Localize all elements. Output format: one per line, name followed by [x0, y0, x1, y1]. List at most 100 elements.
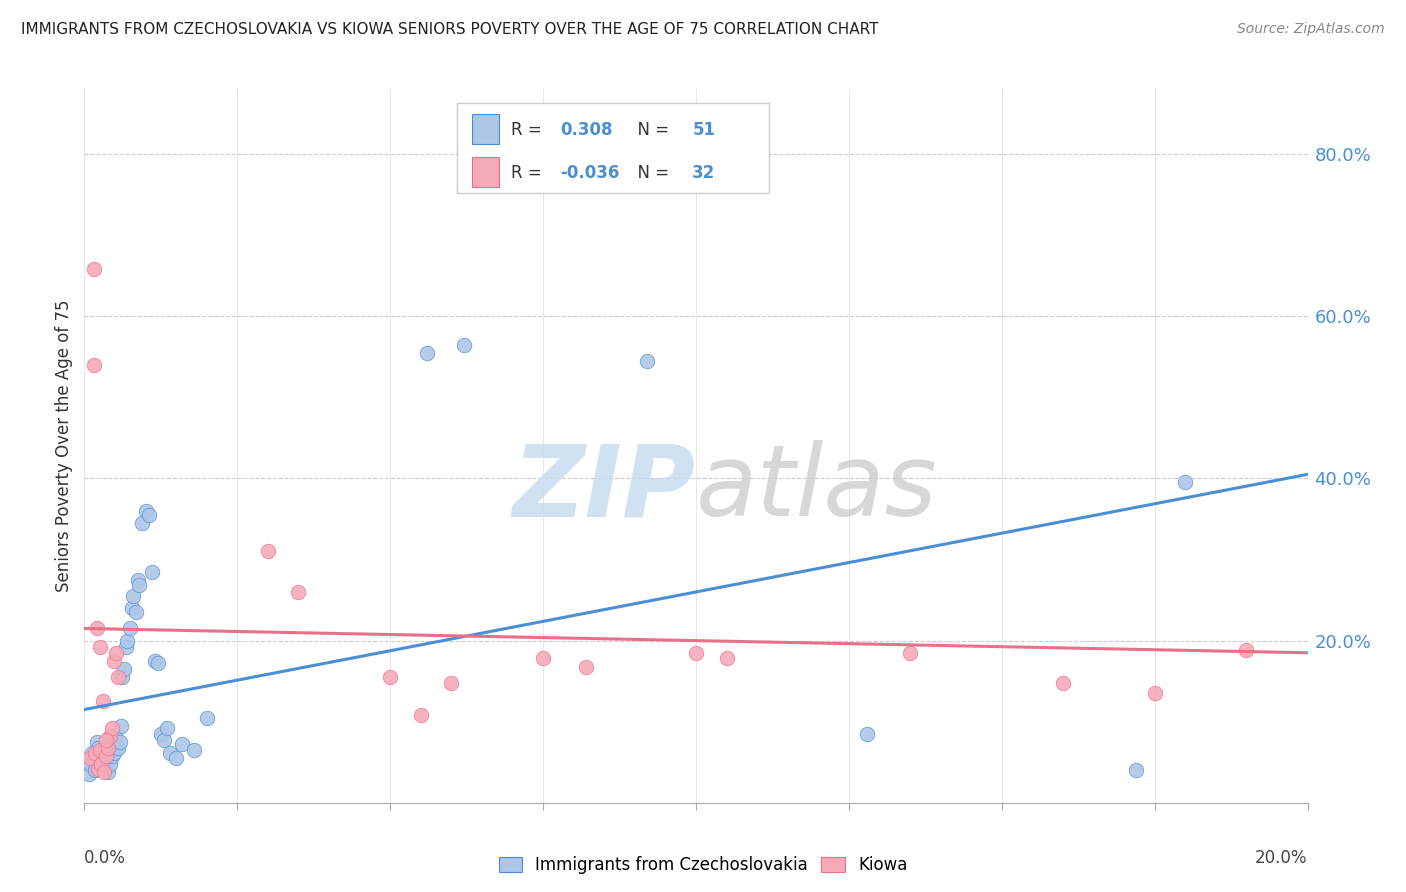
Text: R =: R =: [512, 164, 547, 182]
Point: [898, 646, 921, 660]
Point: [79, 751, 101, 765]
Text: Source: ZipAtlas.com: Source: ZipAtlas.com: [1237, 22, 1385, 37]
Point: [149, 727, 172, 741]
Text: N =: N =: [627, 164, 675, 182]
Point: [380, 670, 402, 684]
Text: 32: 32: [692, 164, 716, 182]
Point: [172, 738, 194, 752]
Point: [90, 756, 112, 771]
Point: [110, 719, 132, 733]
Point: [87, 762, 110, 776]
FancyBboxPatch shape: [457, 103, 769, 193]
Point: [685, 646, 707, 660]
Point: [94, 762, 117, 776]
Text: atlas: atlas: [696, 441, 938, 537]
Point: [115, 640, 138, 654]
Point: [141, 565, 163, 579]
Point: [287, 585, 309, 599]
Point: [159, 746, 181, 760]
Point: [257, 544, 280, 558]
Point: [94, 732, 117, 747]
Point: [156, 721, 179, 735]
Point: [86, 735, 108, 749]
Point: [108, 735, 131, 749]
Point: [101, 721, 124, 735]
Text: N =: N =: [627, 121, 675, 139]
Point: [111, 670, 134, 684]
FancyBboxPatch shape: [472, 157, 499, 186]
Point: [440, 675, 463, 690]
Point: [98, 729, 121, 743]
Point: [93, 743, 115, 757]
Point: [79, 756, 101, 771]
Point: [80, 746, 103, 760]
Text: 0.308: 0.308: [560, 121, 613, 139]
Point: [105, 646, 128, 660]
Text: 0.0%: 0.0%: [84, 849, 127, 867]
FancyBboxPatch shape: [472, 114, 499, 144]
Point: [153, 732, 176, 747]
Point: [1125, 764, 1147, 778]
Point: [97, 738, 120, 752]
Point: [103, 746, 125, 760]
Point: [146, 657, 169, 671]
Point: [636, 354, 658, 368]
Point: [83, 751, 105, 765]
Point: [91, 754, 114, 768]
Point: [86, 622, 108, 636]
Point: [575, 659, 598, 673]
Point: [115, 633, 138, 648]
Point: [531, 651, 554, 665]
Point: [83, 358, 105, 372]
Point: [89, 743, 111, 757]
Point: [143, 654, 166, 668]
Text: 20.0%: 20.0%: [1256, 849, 1308, 867]
Point: [1143, 686, 1166, 700]
Point: [77, 767, 100, 781]
Point: [107, 670, 129, 684]
Y-axis label: Seniors Poverty Over the Age of 75: Seniors Poverty Over the Age of 75: [55, 300, 73, 592]
Point: [107, 740, 129, 755]
Text: -0.036: -0.036: [560, 164, 620, 182]
Point: [89, 748, 111, 763]
Point: [94, 748, 117, 763]
Point: [84, 746, 107, 760]
Point: [104, 729, 127, 743]
Point: [409, 708, 432, 723]
Text: IMMIGRANTS FROM CZECHOSLOVAKIA VS KIOWA SENIORS POVERTY OVER THE AGE OF 75 CORRE: IMMIGRANTS FROM CZECHOSLOVAKIA VS KIOWA …: [21, 22, 879, 37]
Point: [453, 337, 475, 351]
Point: [131, 516, 153, 530]
Point: [416, 345, 439, 359]
Point: [1236, 643, 1258, 657]
Point: [112, 662, 135, 676]
Point: [90, 759, 112, 773]
Point: [125, 605, 148, 619]
Point: [165, 751, 187, 765]
Point: [128, 578, 150, 592]
Point: [856, 727, 879, 741]
Point: [1052, 675, 1074, 690]
Point: [127, 573, 149, 587]
Point: [195, 711, 218, 725]
Point: [135, 504, 157, 518]
Text: 51: 51: [692, 121, 716, 139]
Point: [91, 694, 114, 708]
Point: [120, 622, 142, 636]
Point: [93, 764, 115, 779]
Text: R =: R =: [512, 121, 547, 139]
Point: [101, 748, 124, 763]
Legend: Immigrants from Czechoslovakia, Kiowa: Immigrants from Czechoslovakia, Kiowa: [494, 851, 912, 880]
Point: [183, 743, 205, 757]
Point: [97, 764, 120, 779]
Point: [122, 589, 145, 603]
Point: [1174, 475, 1197, 490]
Point: [103, 654, 125, 668]
Text: ZIP: ZIP: [513, 441, 696, 537]
Point: [89, 640, 111, 654]
Point: [121, 601, 143, 615]
Point: [138, 508, 160, 522]
Point: [97, 740, 120, 755]
Point: [84, 764, 107, 778]
Point: [87, 740, 110, 755]
Point: [83, 262, 105, 277]
